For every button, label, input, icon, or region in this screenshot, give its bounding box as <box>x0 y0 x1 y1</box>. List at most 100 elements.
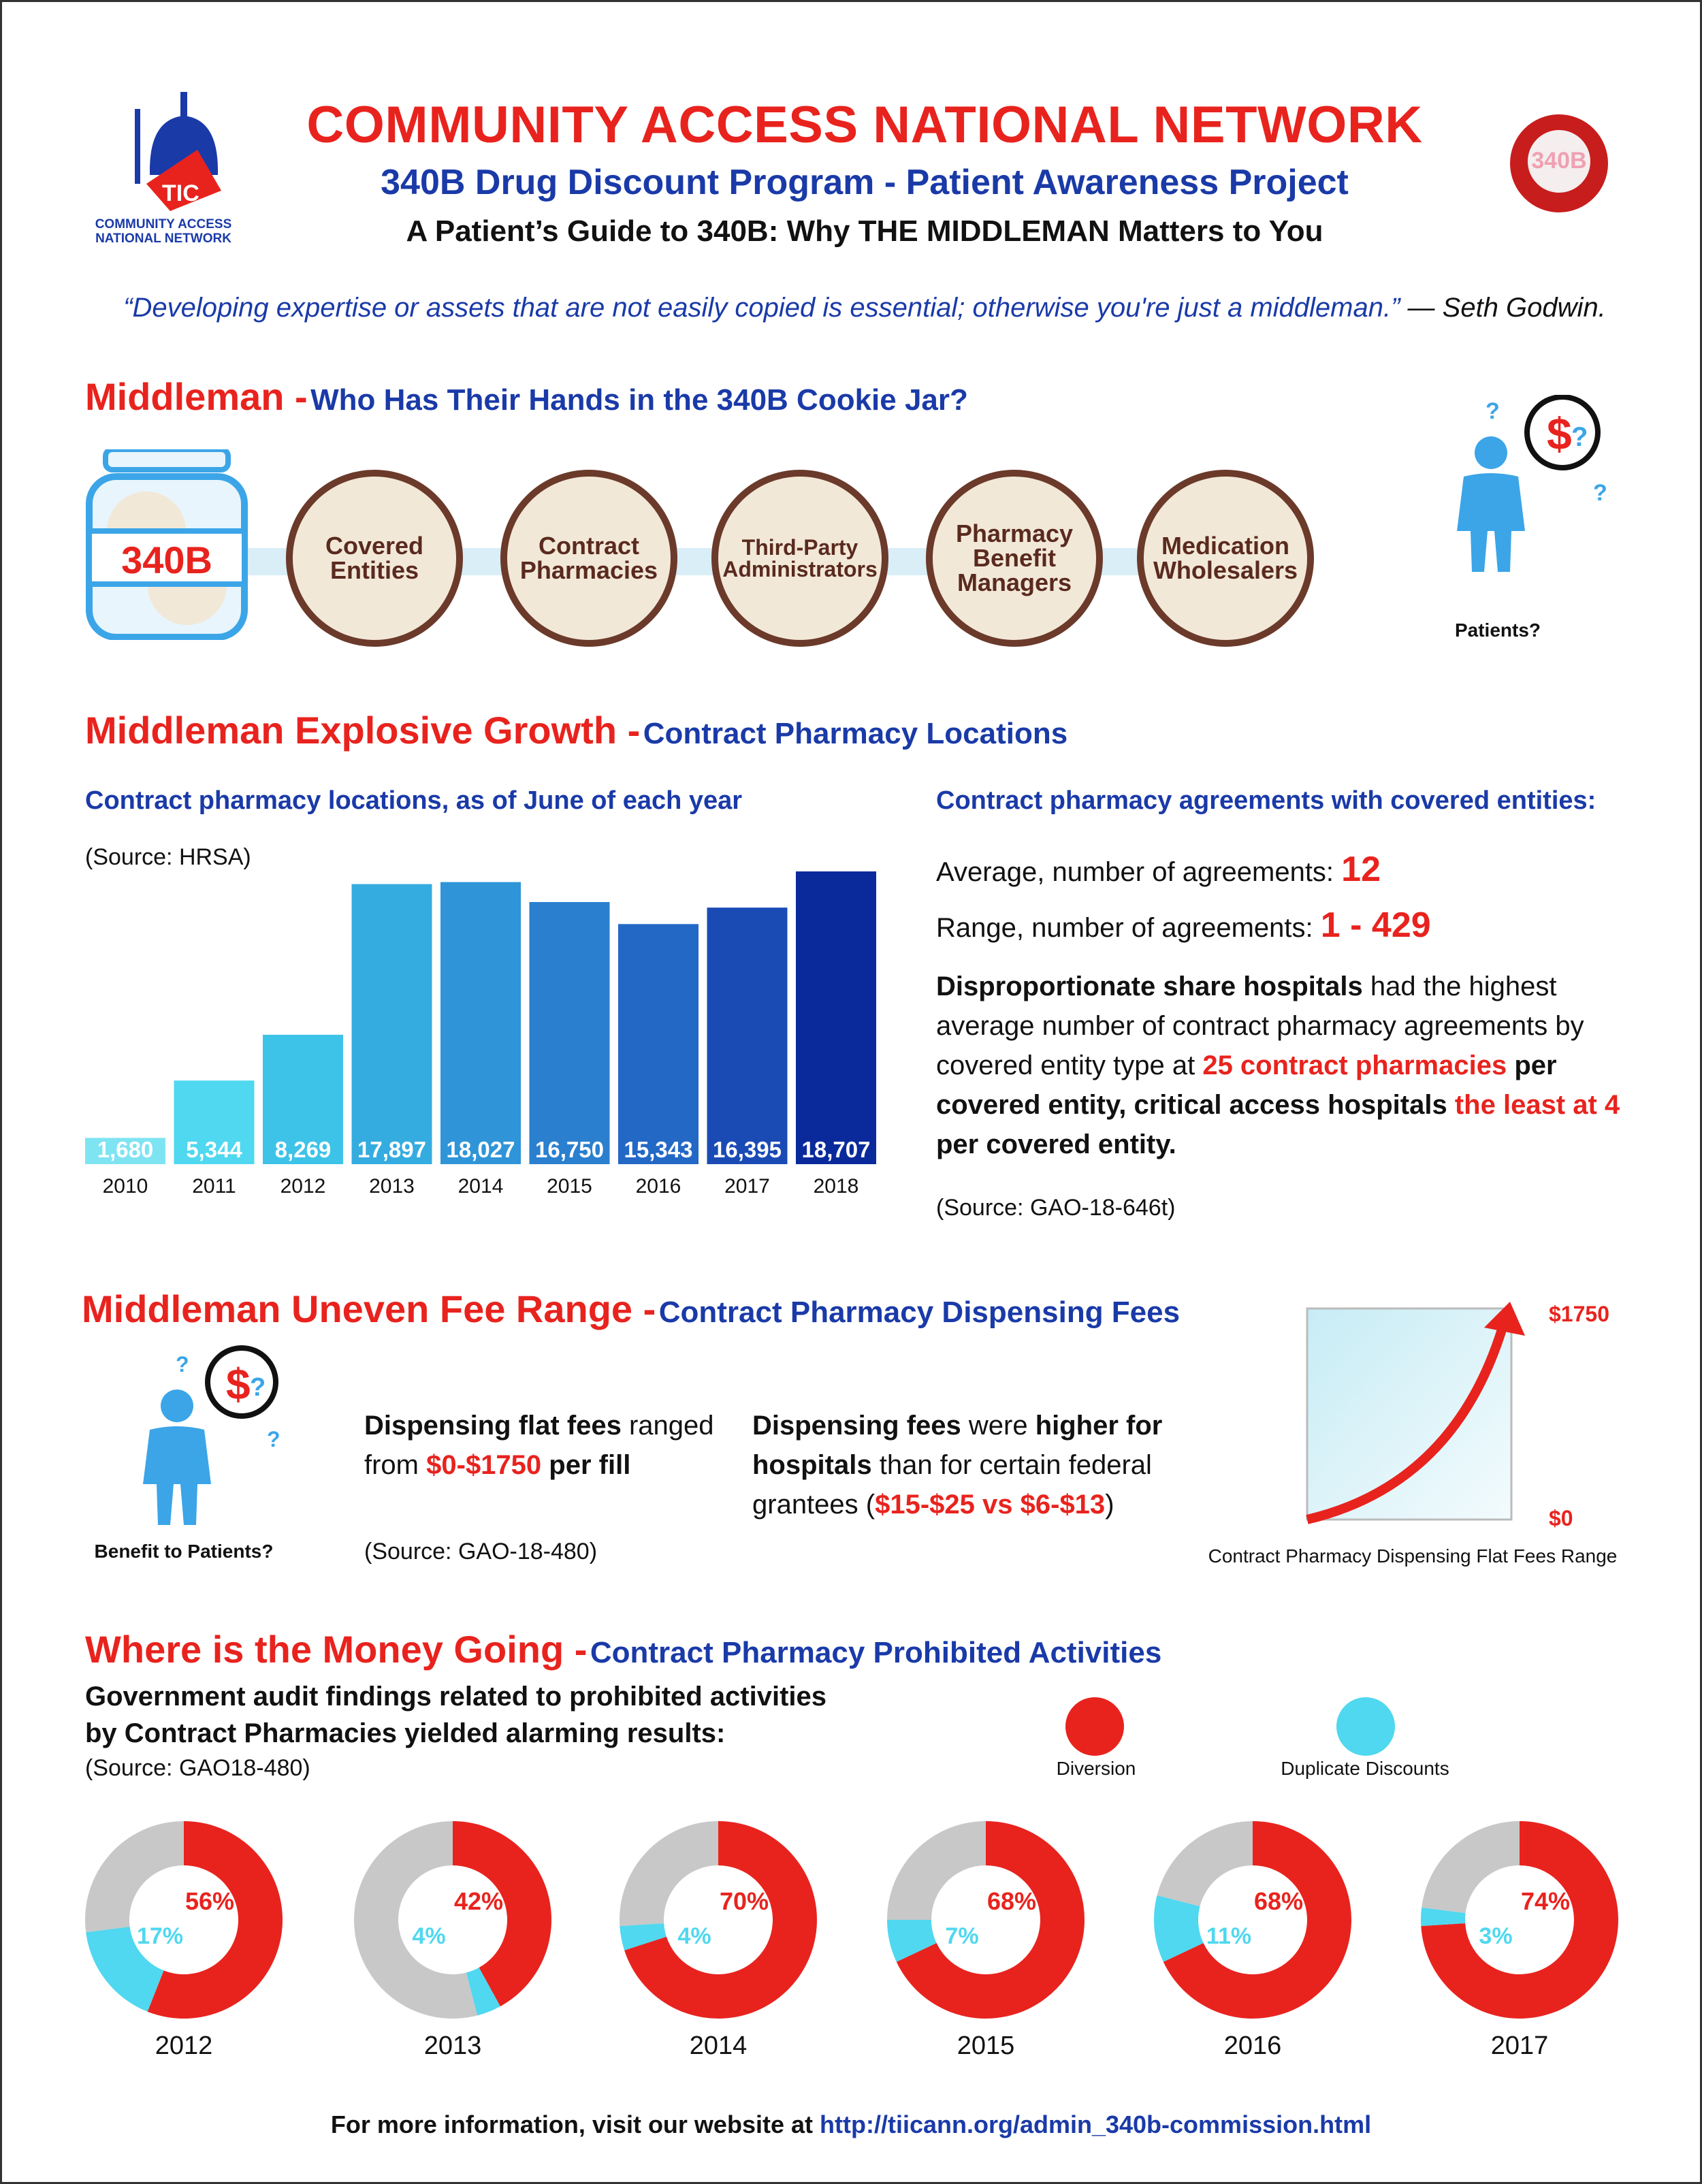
cookie-contract-pharmacies: Contract Pharmacies <box>500 470 677 647</box>
contract-pharmacy-bar-chart: 1,680 2010 5,344 2011 8,269 2012 17,897 2013 18,… <box>85 871 876 1198</box>
donut-duplicate-2013 <box>466 1968 500 2016</box>
agreements-source: (Source: GAO-18-646t) <box>936 1195 1176 1221</box>
svg-text:?: ? <box>1571 422 1588 452</box>
donut-duplicate-2012 <box>86 1927 164 2012</box>
legend-duplicate-swatch <box>1336 1697 1395 1756</box>
bar-2018 <box>796 871 876 1164</box>
section-title: Middleman Uneven Fee Range - <box>82 1287 656 1330</box>
fee-curve-caption: Contract Pharmacy Dispensing Flat Fees R… <box>1208 1545 1618 1567</box>
benefit-label: Benefit to Patients? <box>94 1541 274 1562</box>
flat-red: $0-$1750 <box>426 1450 542 1480</box>
quote: “Developing expertise or assets that are… <box>82 293 1648 323</box>
benefit-question-icon: $ ? ? ? <box>109 1345 300 1549</box>
x-tick-label: 2012 <box>280 1175 326 1198</box>
range-label: Range, number of agreements: <box>936 913 1313 943</box>
section-subtitle: Who Has Their Hands in the 340B Cookie J… <box>310 383 968 417</box>
jar-label: 340B <box>121 539 212 581</box>
x-tick-label: 2010 <box>103 1175 148 1198</box>
donut-diversion-2017 <box>1421 1821 1618 2019</box>
svg-text:?: ? <box>267 1427 280 1451</box>
bar-2011 <box>174 1080 255 1164</box>
x-tick-label: 2013 <box>369 1175 415 1198</box>
dsh-text: had the highest average number of contra… <box>936 971 1584 1080</box>
donut-other-2016 <box>1157 1821 1253 1907</box>
fee-min-label: $0 <box>1549 1506 1573 1530</box>
agreements-heading: Contract pharmacy agreements with covere… <box>936 786 1596 815</box>
donut-diversion-2015 <box>896 1821 1085 2019</box>
prohibited-activities-donuts: 56%17% 2012 42% 4% 2013 70% 4% 2014 68% 7% 2015 68%… <box>85 1821 1618 2056</box>
money-desc-2: by Contract Pharmacies yielded alarming … <box>85 1718 726 1748</box>
x-tick-label: 2014 <box>458 1175 504 1198</box>
donut-year-label: 2015 <box>957 2032 1015 2056</box>
money-desc-1: Government audit findings related to pro… <box>85 1682 827 1712</box>
dsh-red: 25 contract pharmacies <box>1202 1050 1507 1080</box>
340b-badge: 340B <box>1508 112 1610 214</box>
bar-value-label: 5,344 <box>186 1137 242 1162</box>
bar-value-label: 16,750 <box>535 1137 604 1162</box>
donut-year-label: 2014 <box>690 2032 748 2056</box>
bar-2015 <box>529 901 610 1164</box>
fee-max-label: $1750 <box>1549 1302 1609 1326</box>
donut-duplicate-2014 <box>620 1923 667 1950</box>
section-title: Middleman - <box>85 375 308 418</box>
flat-end: per fill <box>541 1450 631 1480</box>
cah-end: per covered entity. <box>936 1129 1176 1159</box>
donut-diversion-2014 <box>624 1821 817 2019</box>
donut-other-2017 <box>1422 1821 1520 1913</box>
donut-diversion-2013 <box>453 1821 552 2007</box>
svg-text:?: ? <box>250 1373 266 1402</box>
bar-2010 <box>85 1138 165 1164</box>
donut-other-2012 <box>85 1821 184 1933</box>
donut-other-2015 <box>887 1821 986 1920</box>
diversion-pct-label: 68% <box>987 1887 1036 1915</box>
donut-duplicate-2017 <box>1421 1907 1466 1927</box>
flat-fees-text: Dispensing flat fees ranged from $0-$175… <box>364 1406 718 1485</box>
diversion-pct-label: 56% <box>185 1887 234 1915</box>
bar-value-label: 16,395 <box>713 1137 782 1162</box>
fees-source: (Source: GAO-18-480) <box>364 1539 598 1564</box>
dsh-bold: Disproportionate share hospitals <box>936 971 1363 1001</box>
svg-text:$: $ <box>226 1360 251 1409</box>
bar-2016 <box>618 924 699 1164</box>
diversion-pct-label: 70% <box>720 1887 769 1915</box>
cookie-pharmacy-benefit-managers: Pharmacy Benefit Managers <box>926 470 1103 647</box>
patients-label: Patients? <box>1454 620 1541 641</box>
cann-logo: TIC COMMUNITY ACCESS NATIONAL NETWORK <box>82 82 245 252</box>
x-tick-label: 2015 <box>547 1175 592 1198</box>
avg-label: Average, number of agreements: <box>936 857 1334 887</box>
hosp-text-3: ) <box>1105 1490 1114 1520</box>
footer: For more information, visit our website … <box>0 2110 1702 2139</box>
bar-value-label: 18,027 <box>447 1137 515 1162</box>
cookie-label: Medication Wholesalers <box>1153 532 1298 584</box>
hosp-red: $15-$25 vs $6-$13 <box>875 1490 1106 1520</box>
diversion-pct-label: 42% <box>454 1887 503 1915</box>
cah-red: the least at 4 <box>1454 1090 1620 1120</box>
donut-other-2013 <box>353 1821 478 2019</box>
section-title: Middleman Explosive Growth - <box>85 709 641 752</box>
footer-link[interactable]: http://tiicann.org/admin_340b-commission… <box>820 2110 1372 2138</box>
cookie-label: Pharmacy Benefit Managers <box>955 519 1074 596</box>
donut-duplicate-2016 <box>1154 1895 1204 1962</box>
bar-value-label: 17,897 <box>357 1137 426 1162</box>
x-tick-label: 2018 <box>814 1175 859 1198</box>
bar-value-label: 8,269 <box>275 1137 332 1162</box>
section-subtitle: Contract Pharmacy Dispensing Fees <box>658 1296 1181 1329</box>
section-subtitle: Contract Pharmacy Prohibited Activities <box>590 1636 1162 1669</box>
flat-text: ranged from <box>364 1411 714 1480</box>
section-growth-heading: Middleman Explosive Growth - Contract Ph… <box>85 708 1067 752</box>
section-title: Where is the Money Going - <box>85 1628 588 1671</box>
flat-bold: Dispensing flat fees <box>364 1411 622 1441</box>
donut-diversion-2016 <box>1163 1821 1351 2019</box>
duplicate-pct-label: 4% <box>412 1923 445 1949</box>
bar-2013 <box>351 884 432 1164</box>
range-agreements: Range, number of agreements: 1 - 429 <box>936 900 1431 951</box>
badge-label: 340B <box>1531 148 1587 174</box>
diversion-pct-label: 68% <box>1254 1887 1303 1915</box>
duplicate-pct-label: 3% <box>1479 1923 1512 1949</box>
money-source: (Source: GAO18-480) <box>85 1755 310 1781</box>
logo-caption: COMMUNITY ACCESS NATIONAL NETWORK <box>95 217 232 246</box>
bar-2017 <box>707 908 788 1164</box>
hosp-bold-2: higher for hospitals <box>752 1411 1163 1480</box>
page-tagline: A Patient’s Guide to 340B: Why THE MIDDL… <box>406 214 1323 248</box>
